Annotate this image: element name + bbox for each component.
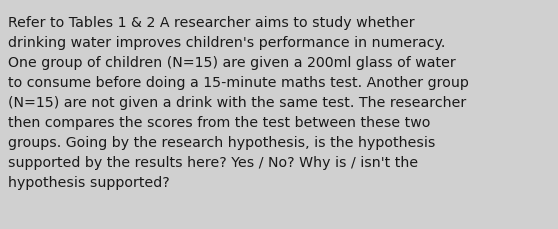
Text: Refer to Tables 1 & 2 A researcher aims to study whether
drinking water improves: Refer to Tables 1 & 2 A researcher aims … — [8, 16, 469, 190]
